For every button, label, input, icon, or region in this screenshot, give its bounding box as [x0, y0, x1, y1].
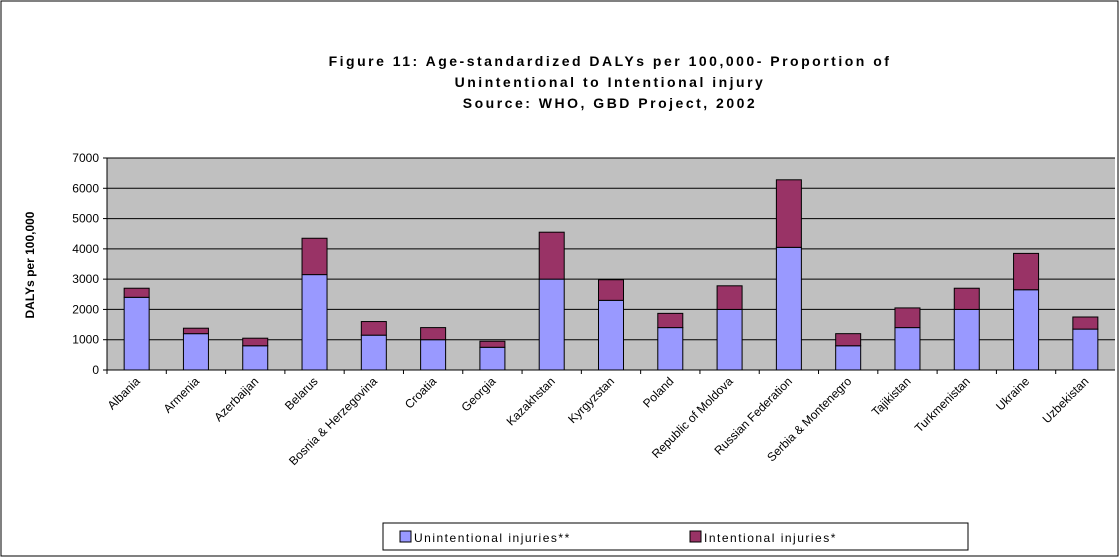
bar-segment: [301, 237, 328, 276]
bar-segment: [538, 231, 565, 280]
bar-segment: [775, 179, 802, 248]
bar-segment: [775, 246, 802, 371]
y-tick-label: 4000: [72, 242, 99, 256]
bar-segment: [716, 285, 743, 310]
bar-segment: [123, 296, 150, 371]
y-tick-label: 6000: [72, 181, 99, 195]
bar-segment: [835, 345, 862, 371]
y-tick-label: 1000: [72, 333, 99, 347]
legend-swatch: [399, 530, 412, 543]
bar-segment: [894, 307, 921, 329]
y-axis-label: DALYs per 100,000: [23, 211, 37, 318]
bar-segment: [242, 337, 269, 347]
title-line: Unintentional to Intentional injury: [455, 74, 766, 90]
bar-segment: [1072, 316, 1099, 330]
bar-segment: [598, 279, 624, 301]
bar-segment: [1072, 328, 1099, 371]
legend-swatch: [689, 530, 702, 543]
bar-segment: [1013, 252, 1040, 291]
title-line: Source: WHO, GBD Project, 2002: [463, 95, 757, 111]
bar-segment: [657, 312, 684, 329]
bar-segment: [420, 327, 447, 341]
bar-segment: [953, 287, 980, 310]
y-tick-label: 5000: [72, 212, 99, 226]
bar-segment: [182, 327, 209, 335]
bar-segment: [479, 346, 506, 371]
bar-segment: [242, 345, 269, 371]
y-tick-label: 2000: [72, 302, 99, 316]
legend: [382, 522, 969, 551]
bar-segment: [598, 299, 624, 371]
bar-segment: [538, 278, 565, 371]
bar-segment: [657, 327, 684, 371]
bar-segment: [479, 340, 506, 348]
bar-segment: [1013, 289, 1040, 371]
y-tick-label: 3000: [72, 272, 99, 286]
y-tick-label: 7000: [72, 151, 99, 165]
bar-segment: [420, 339, 447, 371]
bar-segment: [835, 333, 862, 347]
bar-segment: [360, 334, 387, 371]
bar-segment: [182, 333, 209, 371]
y-tick-label: 0: [92, 363, 99, 377]
legend-label: Unintentional injuries**: [414, 531, 571, 545]
legend-label: Intentional injuries*: [704, 531, 837, 545]
bar-segment: [360, 321, 387, 336]
title-line: Figure 11: Age-standardized DALYs per 10…: [329, 53, 892, 69]
bar-segment: [894, 327, 921, 371]
bar-segment: [953, 308, 980, 371]
bar-segment: [123, 287, 150, 298]
bar-segment: [716, 308, 743, 371]
bar-segment: [301, 274, 328, 371]
